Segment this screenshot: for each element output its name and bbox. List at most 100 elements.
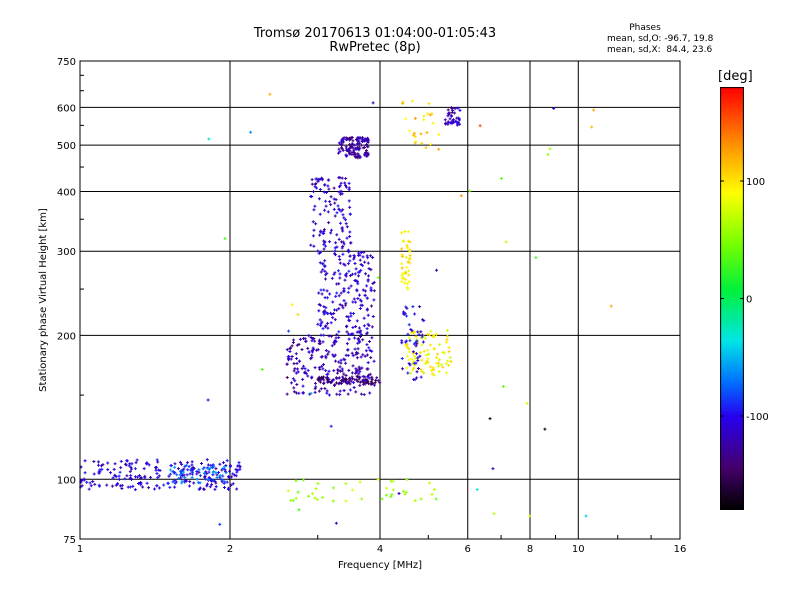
data-point — [218, 473, 222, 477]
data-point — [366, 313, 370, 317]
data-point — [133, 467, 137, 471]
data-point — [370, 325, 374, 329]
data-point — [319, 387, 323, 391]
data-point — [322, 305, 326, 309]
data-point — [339, 189, 343, 193]
data-point — [375, 376, 379, 380]
data-point — [223, 468, 227, 472]
data-point — [337, 190, 341, 194]
data-point — [405, 244, 409, 248]
data-point — [337, 185, 341, 189]
data-point — [365, 284, 369, 288]
data-point — [355, 351, 359, 355]
data-point — [303, 370, 307, 374]
data-point — [421, 340, 425, 344]
data-point — [324, 244, 328, 248]
data-point — [404, 490, 408, 494]
data-point — [92, 459, 96, 463]
data-point — [439, 363, 443, 367]
data-point — [413, 312, 417, 316]
data-point — [363, 260, 367, 264]
data-point — [415, 342, 419, 346]
data-point — [346, 392, 350, 396]
data-point — [141, 485, 145, 489]
data-point — [400, 357, 404, 361]
data-point — [118, 484, 122, 488]
data-point — [390, 493, 394, 497]
data-point — [336, 204, 340, 208]
data-point — [354, 279, 358, 283]
data-point — [83, 459, 87, 463]
data-point — [92, 472, 96, 476]
data-point — [154, 468, 158, 472]
data-point — [328, 200, 332, 204]
data-point — [351, 142, 355, 146]
data-point — [420, 358, 424, 362]
data-point — [369, 304, 373, 308]
data-point — [361, 288, 365, 292]
data-point — [330, 380, 334, 384]
data-point — [348, 230, 352, 234]
data-point — [158, 469, 162, 473]
data-point — [447, 350, 451, 354]
data-point — [208, 485, 212, 489]
data-point — [374, 378, 378, 382]
data-point — [344, 222, 348, 226]
data-point — [130, 477, 134, 481]
data-point — [197, 468, 201, 472]
data-point — [400, 276, 404, 280]
data-point — [294, 352, 298, 356]
data-point — [317, 309, 321, 313]
data-point — [355, 319, 359, 323]
data-point — [364, 349, 368, 353]
data-point — [117, 474, 121, 478]
data-point — [175, 473, 179, 477]
data-point — [358, 375, 362, 379]
data-point — [410, 357, 414, 361]
data-point — [331, 316, 335, 320]
data-point — [590, 125, 594, 129]
data-point — [332, 384, 336, 387]
data-point — [352, 297, 356, 301]
data-point — [407, 323, 411, 327]
data-point — [391, 488, 395, 492]
data-point — [287, 354, 291, 358]
data-point — [350, 377, 354, 381]
data-point — [414, 344, 418, 348]
x-tick-label: 6 — [465, 544, 471, 555]
data-point — [201, 467, 205, 471]
data-point — [348, 274, 352, 278]
data-point — [333, 353, 337, 357]
data-point — [214, 471, 218, 475]
data-point — [342, 216, 346, 220]
data-point — [210, 483, 214, 487]
data-point — [355, 370, 359, 374]
data-point — [332, 197, 336, 201]
data-point — [363, 289, 367, 293]
data-point — [421, 318, 425, 322]
data-point — [318, 380, 322, 384]
data-point — [200, 461, 204, 465]
data-point — [131, 484, 135, 488]
data-point — [316, 322, 320, 326]
data-point — [321, 363, 325, 367]
data-point — [400, 266, 404, 270]
data-point — [339, 291, 343, 295]
data-point — [430, 369, 434, 373]
data-point — [226, 486, 230, 490]
data-point — [214, 467, 218, 471]
data-point — [407, 336, 411, 340]
data-point — [426, 348, 430, 352]
data-point — [310, 178, 314, 182]
data-point — [324, 273, 328, 277]
data-point — [129, 465, 133, 469]
data-point — [153, 487, 157, 491]
data-point — [414, 361, 418, 365]
data-point — [314, 177, 318, 181]
data-point — [310, 353, 314, 357]
data-point — [345, 330, 349, 334]
data-point — [318, 233, 322, 237]
data-point — [367, 138, 371, 142]
data-point — [345, 225, 349, 229]
